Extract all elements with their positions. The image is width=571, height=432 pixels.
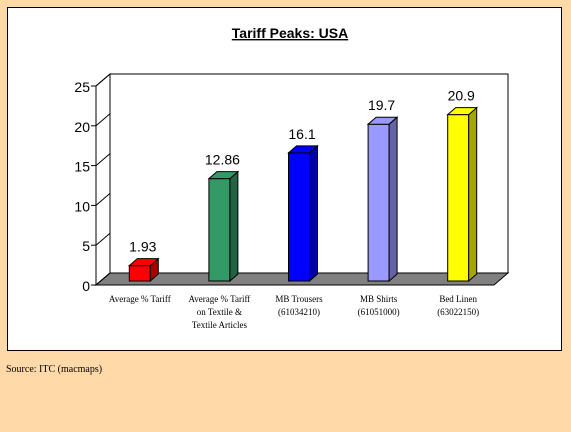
y-tick-label: 10	[74, 198, 90, 214]
source-note: Source: ITC (macmaps)	[6, 364, 103, 375]
bar	[447, 114, 470, 282]
bar-top	[127, 258, 160, 267]
bar-side-shade	[229, 171, 238, 281]
bar	[367, 123, 390, 282]
y-tick-label: 5	[82, 238, 90, 254]
bar-top	[366, 116, 399, 125]
tariff-bar-chart: Tariff Peaks: USA 0 5 10 15 20 25 1.93 Average %…	[74, 25, 510, 330]
data-label: 20.9	[448, 88, 475, 104]
data-label: 12.86	[205, 152, 240, 168]
y-tick-depth	[95, 193, 111, 206]
data-label: 1.93	[129, 239, 156, 255]
y-tick-depth	[95, 113, 111, 127]
bar-top	[446, 107, 479, 116]
side-wall	[95, 72, 111, 287]
y-tick-label: 0	[82, 278, 90, 294]
y-tick-depth	[95, 153, 111, 166]
bar-side-shade	[309, 145, 318, 281]
y-tick-depth	[95, 73, 111, 87]
bar-side-shade	[389, 117, 398, 281]
y-tick-label: 25	[74, 79, 90, 95]
chart-title: Tariff Peaks: USA	[232, 25, 348, 41]
y-tick-label: 20	[74, 119, 90, 135]
category-label: Bed Linen	[439, 294, 477, 304]
bar-side-shade	[468, 107, 477, 281]
chart-frame: Tariff Peaks: USA 0 5 10 15 20 25 1.93 Average %…	[7, 7, 562, 351]
y-tick-depth	[95, 232, 111, 246]
category-label: on Textile &	[197, 307, 242, 317]
data-label: 16.1	[288, 126, 315, 142]
category-label: MB Trousers	[275, 294, 323, 304]
category-label: (61034210)	[278, 307, 320, 317]
bar-top	[207, 171, 240, 180]
category-label: Average % Tariff	[188, 294, 250, 304]
bar-top	[287, 145, 319, 154]
category-label: (63022150)	[437, 307, 479, 317]
bar	[208, 178, 231, 282]
data-label: 19.7	[368, 97, 395, 113]
bar	[128, 265, 151, 282]
category-label: MB Shirts	[360, 294, 398, 304]
category-label: (61051000)	[358, 307, 400, 317]
bar	[288, 152, 310, 282]
category-label: Textile Articles	[192, 320, 248, 330]
y-tick-depth	[95, 272, 111, 286]
y-tick-label: 15	[74, 159, 90, 175]
category-label: Average % Tariff	[109, 294, 171, 304]
